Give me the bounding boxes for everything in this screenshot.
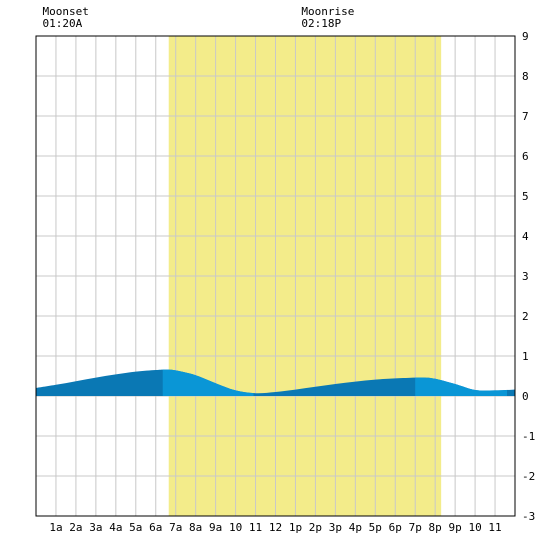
x-tick-label: 8a	[189, 521, 202, 534]
x-tick-label: 2p	[309, 521, 322, 534]
y-tick-label: 5	[522, 190, 529, 203]
tide-area	[36, 369, 515, 396]
y-tick-label: 3	[522, 270, 529, 283]
y-tick-label: 4	[522, 230, 529, 243]
grid-lines	[35, 35, 516, 517]
y-tick-label: -1	[522, 430, 535, 443]
y-axis: 9 8 7 6 5 4 3 2 1 0 -1 -2 -3	[522, 30, 535, 523]
x-tick-label: 4a	[109, 521, 122, 534]
x-tick-label: 9a	[209, 521, 222, 534]
plot-frame	[35, 35, 516, 517]
x-tick-label: 11	[249, 521, 262, 534]
y-tick-label: 0	[522, 390, 529, 403]
y-tick-label: 2	[522, 310, 529, 323]
x-tick-label: 7p	[409, 521, 422, 534]
moon-event-time: 01:20A	[42, 17, 83, 30]
x-tick-label: 6a	[149, 521, 162, 534]
tide-fill-dark	[36, 369, 515, 396]
tide-fill-light	[162, 369, 254, 396]
x-tick-label: 11	[488, 521, 501, 534]
y-tick-label: 7	[522, 110, 529, 123]
x-tick-label: 4p	[349, 521, 362, 534]
moonrise-label: Moonrise 02:18P	[301, 6, 354, 30]
x-axis: 1a 2a 3a 4a 5a 6a 7a 8a 9a 10 11 12 1p 2p 3p 4p 5p 6p 7p 8p…	[49, 521, 501, 534]
moon-event-name: Moonset	[42, 5, 89, 18]
x-tick-label: 12	[269, 521, 282, 534]
x-tick-label: 1a	[49, 521, 62, 534]
x-tick-label: 3a	[89, 521, 102, 534]
x-tick-label: 5a	[129, 521, 142, 534]
moon-event-name: Moonrise	[301, 5, 355, 18]
x-tick-label: 2a	[69, 521, 82, 534]
moon-event-time: 02:18P	[301, 17, 342, 30]
tide-fill-light	[415, 377, 508, 396]
x-tick-label: 5p	[369, 521, 382, 534]
y-tick-label: 8	[522, 70, 529, 83]
x-tick-label: 6p	[389, 521, 402, 534]
x-tick-label: 8p	[429, 521, 442, 534]
x-tick-label: 7a	[169, 521, 182, 534]
y-tick-label: 1	[522, 350, 529, 363]
moonset-label: Moonset 01:20A	[43, 6, 89, 30]
x-tick-label: 3p	[329, 521, 342, 534]
y-tick-label: 9	[522, 30, 529, 43]
y-tick-label: 6	[522, 150, 529, 163]
x-tick-label: 10	[229, 521, 242, 534]
y-tick-label: -3	[522, 510, 535, 523]
x-tick-label: 1p	[289, 521, 302, 534]
x-tick-label: 10	[468, 521, 481, 534]
x-tick-label: 9p	[449, 521, 462, 534]
y-tick-label: -2	[522, 470, 535, 483]
